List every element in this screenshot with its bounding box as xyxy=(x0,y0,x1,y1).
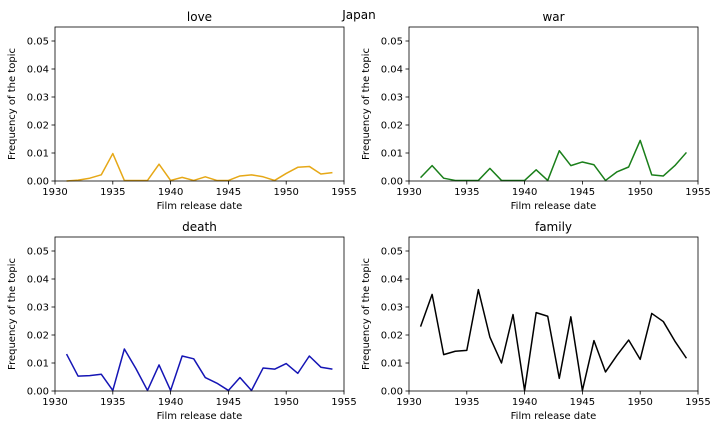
y-tick-label: 0.05 xyxy=(381,37,403,48)
y-tick-label: 0.03 xyxy=(27,93,49,104)
y-tick-label: 0.05 xyxy=(381,247,403,258)
y-axis-label: Frequency of the topic xyxy=(361,258,372,370)
y-tick-label: 0.03 xyxy=(27,303,49,314)
axes-frame xyxy=(408,26,699,182)
series-line-war xyxy=(420,139,688,182)
axes-frame xyxy=(54,26,345,182)
y-tick-label: 0.03 xyxy=(381,303,403,314)
series-line-death xyxy=(65,348,333,392)
y-tick-label: 0.04 xyxy=(27,275,49,286)
x-tick-label: 1955 xyxy=(331,397,356,408)
x-tick-label: 1945 xyxy=(216,397,241,408)
x-axis-label: Film release date xyxy=(511,411,597,422)
panel-title: death xyxy=(182,220,217,234)
y-tick-label: 0.00 xyxy=(27,387,49,398)
x-tick-label: 1955 xyxy=(685,187,710,198)
x-tick-label: 1945 xyxy=(570,397,595,408)
y-tick-label: 0.00 xyxy=(27,177,49,188)
y-tick-label: 0.04 xyxy=(27,65,49,76)
y-tick-label: 0.01 xyxy=(27,149,49,160)
x-tick-label: 1955 xyxy=(685,397,710,408)
x-tick-label: 1940 xyxy=(158,397,183,408)
y-axis-label: Frequency of the topic xyxy=(361,48,372,160)
x-tick-label: 1950 xyxy=(273,397,298,408)
x-tick-label: 1950 xyxy=(627,187,652,198)
y-tick-label: 0.03 xyxy=(381,93,403,104)
y-tick-label: 0.00 xyxy=(381,387,403,398)
axes-frame xyxy=(408,236,699,392)
series-line-family xyxy=(419,288,688,392)
x-tick-label: 1955 xyxy=(331,187,356,198)
y-tick-label: 0.02 xyxy=(27,331,49,342)
y-tick-label: 0.01 xyxy=(381,149,403,160)
y-tick-label: 0.02 xyxy=(381,121,403,132)
x-tick-label: 1940 xyxy=(158,187,183,198)
panel-war: war 1930 1935 1940 1945 1950 1955 0.00 0.01 0.02 0… xyxy=(361,10,711,212)
panel-title: love xyxy=(187,10,212,24)
x-tick-label: 1940 xyxy=(512,187,537,198)
x-axis-label: Film release date xyxy=(157,411,243,422)
x-tick-label: 1940 xyxy=(512,397,537,408)
x-tick-label: 1950 xyxy=(627,397,652,408)
x-tick-label: 1930 xyxy=(42,187,67,198)
x-tick-label: 1935 xyxy=(100,397,125,408)
series-line-love xyxy=(66,152,333,182)
x-tick-label: 1935 xyxy=(454,397,479,408)
x-tick-label: 1930 xyxy=(396,187,421,198)
y-tick-label: 0.04 xyxy=(381,275,403,286)
figure-title: Japan xyxy=(341,8,375,22)
y-tick-label: 0.05 xyxy=(27,37,49,48)
y-axis-label: Frequency of the topic xyxy=(7,258,18,370)
x-tick-label: 1930 xyxy=(396,397,421,408)
panel-love: love 1930 1935 1940 1945 1950 1955 0.00 0.01 0.02… xyxy=(7,10,357,212)
y-tick-label: 0.00 xyxy=(381,177,403,188)
x-tick-label: 1945 xyxy=(570,187,595,198)
panel-family: family 1930 1935 1940 1945 1950 1955 0.00 0.01 0.… xyxy=(361,220,711,422)
panel-title: war xyxy=(542,10,564,24)
y-tick-label: 0.04 xyxy=(381,65,403,76)
x-tick-label: 1945 xyxy=(216,187,241,198)
axes-frame xyxy=(54,236,345,392)
x-tick-label: 1930 xyxy=(42,397,67,408)
y-tick-label: 0.05 xyxy=(27,247,49,258)
x-tick-label: 1935 xyxy=(100,187,125,198)
x-tick-label: 1950 xyxy=(273,187,298,198)
x-axis-label: Film release date xyxy=(157,201,243,212)
x-axis-label: Film release date xyxy=(511,201,597,212)
panel-title: family xyxy=(535,220,572,234)
y-tick-label: 0.02 xyxy=(27,121,49,132)
panel-death: death 1930 1935 1940 1945 1950 1955 0.00 0.01 0.0… xyxy=(7,220,357,422)
y-tick-label: 0.01 xyxy=(27,359,49,370)
y-tick-label: 0.02 xyxy=(381,331,403,342)
y-tick-label: 0.01 xyxy=(381,359,403,370)
x-tick-label: 1935 xyxy=(454,187,479,198)
y-axis-label: Frequency of the topic xyxy=(7,48,18,160)
